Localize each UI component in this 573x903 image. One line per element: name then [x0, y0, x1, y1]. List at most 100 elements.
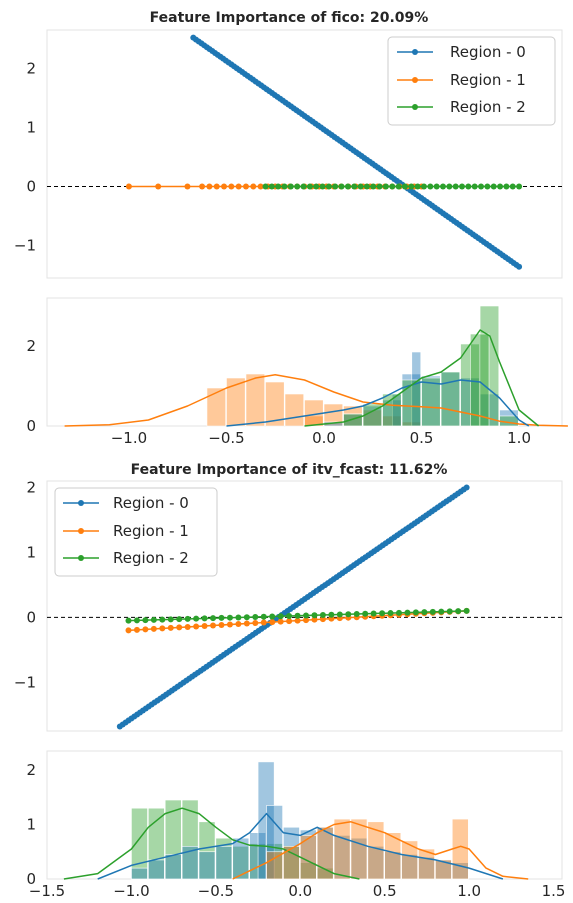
p3-point-2-8 [193, 615, 200, 622]
p3-point-2-37 [438, 608, 445, 615]
p2-bar-2-0 [343, 413, 363, 427]
p3-point-2-32 [396, 609, 403, 616]
p1-point-1-11 [206, 183, 213, 190]
p2-kde-2 [304, 329, 540, 427]
p1-point-2-15 [357, 183, 364, 190]
p2-bar-0-5 [284, 393, 305, 427]
p3-point-2-33 [404, 609, 411, 616]
p1-point-1-0 [125, 183, 132, 190]
p1-point-2-28 [440, 183, 447, 190]
p1-point-2-39 [509, 183, 516, 190]
p4-bar-2-10 [435, 859, 452, 880]
panel3-frame [46, 480, 563, 732]
p3-point-1-2 [142, 626, 149, 633]
p3-point-2-30 [379, 610, 386, 617]
p3-point-2-39 [455, 608, 462, 615]
p4-xtick-3: 0.0 [288, 882, 312, 900]
p3-point-2-15 [252, 613, 259, 620]
p2-bar-2-3 [401, 379, 422, 427]
panel3-plot [47, 484, 562, 730]
p4-bar-1-8 [257, 761, 275, 880]
p1-point-1-13 [221, 183, 228, 190]
p3-point-2-19 [286, 612, 293, 619]
p2-xtick-0: −1.0 [111, 429, 147, 447]
p3-point-2-5 [167, 616, 174, 623]
p3-point-2-0 [125, 617, 132, 624]
p3-point-2-34 [412, 609, 419, 616]
p3-point-1-17 [269, 619, 276, 626]
panel4-plot [63, 761, 529, 880]
p3-point-2-7 [184, 615, 191, 622]
p1-point-2-5 [294, 183, 301, 190]
p3-point-2-26 [345, 611, 352, 618]
p2-xtick-3: 0.5 [410, 429, 434, 447]
panel1-frame [46, 29, 563, 279]
p3-point-2-22 [311, 612, 318, 619]
panel1-legend-marker-1 [412, 77, 418, 83]
p1-point-2-12 [338, 183, 345, 190]
p2-bar-2-7 [479, 305, 500, 427]
p2-kde-0 [64, 374, 568, 427]
panel1-legend-label-0: Region - 0 [450, 43, 526, 61]
p4-xtick-1: −1.0 [113, 882, 149, 900]
p1-point-2-19 [382, 183, 389, 190]
p1-point-2-38 [503, 183, 510, 190]
p1-point-2-40 [516, 183, 523, 190]
p1-point-2-26 [427, 183, 434, 190]
p1-point-2-30 [452, 183, 459, 190]
p1-point-2-36 [490, 183, 497, 190]
panel1-legend: Region - 0 Region - 1 Region - 2 [387, 36, 556, 126]
p1-point-2-25 [420, 183, 427, 190]
p3-point-1-6 [176, 624, 183, 631]
panel1-y-ticks: −1 0 1 2 [14, 59, 36, 254]
p3-point-2-17 [269, 613, 276, 620]
p2-bar-0-3 [245, 373, 265, 427]
p1-point-2-23 [408, 183, 415, 190]
p3-point-1-0 [125, 627, 132, 634]
p4-bar-2-7 [384, 832, 402, 880]
p3-point-2-23 [319, 612, 326, 619]
panel4-ticks: 0 1 2 −1.5 −1.0 −0.5 0.0 0.5 1.0 1.5 [26, 761, 565, 900]
p1-point-0-120 [516, 263, 523, 270]
p1-point-1-4 [155, 183, 162, 190]
p3-point-2-36 [429, 608, 436, 615]
panel1-plot [47, 34, 562, 270]
p1-point-2-11 [332, 183, 339, 190]
p1-point-1-8 [184, 183, 191, 190]
p3-point-0-120 [463, 484, 470, 491]
p3-point-1-10 [210, 622, 217, 629]
p3-point-2-21 [303, 612, 310, 619]
p2-bar-2-8 [470, 333, 490, 427]
p2-ytick-1: 2 [26, 337, 36, 355]
p4-ytick-1: 1 [26, 816, 36, 834]
p1-point-2-4 [287, 183, 294, 190]
p3-point-2-3 [150, 616, 157, 623]
p3-point-2-10 [210, 615, 217, 622]
p3-point-2-9 [201, 615, 208, 622]
p3-point-2-38 [446, 608, 453, 615]
p2-xtick-4: 1.0 [507, 429, 531, 447]
p3-point-2-12 [226, 614, 233, 621]
panel1-legend-label-1: Region - 1 [450, 71, 526, 89]
p1-point-2-33 [471, 183, 478, 190]
panel2-ticks: 0 2 −1.0 −0.5 0.0 0.5 1.0 [26, 337, 531, 447]
p1-point-1-10 [199, 183, 206, 190]
panel3-legend: Region - 0 Region - 1 Region - 2 [54, 487, 218, 577]
p4-bar-2-5 [350, 818, 368, 880]
p3-point-2-1 [133, 617, 140, 624]
p2-xtick-1: −0.5 [208, 429, 244, 447]
p1-point-2-21 [395, 183, 402, 190]
p1-point-2-16 [363, 183, 370, 190]
p3-point-1-5 [167, 624, 174, 631]
panel2-plot [64, 305, 568, 427]
p1-point-1-14 [228, 183, 235, 190]
p1-point-2-34 [478, 183, 485, 190]
p3-point-2-40 [463, 607, 470, 614]
p1-ytick-3: 2 [26, 59, 36, 77]
p1-point-1-18 [257, 183, 264, 190]
p3-point-1-23 [319, 616, 326, 623]
p1-point-2-31 [459, 183, 466, 190]
p3-point-1-15 [252, 620, 259, 627]
p3-point-1-11 [218, 621, 225, 628]
